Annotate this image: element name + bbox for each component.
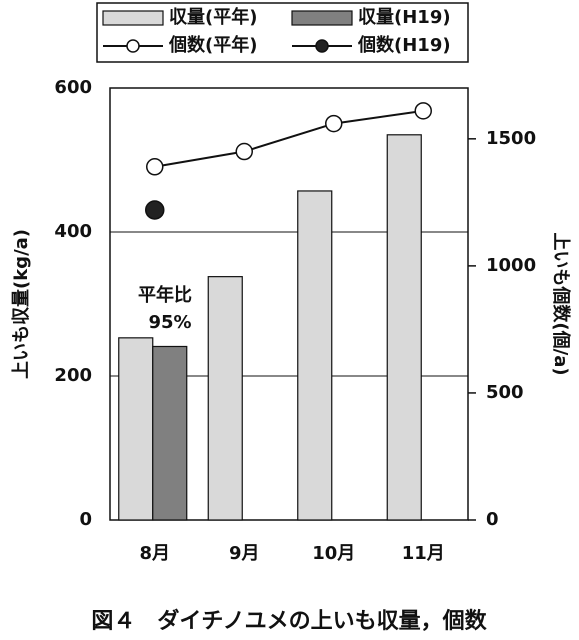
legend-marker	[126, 39, 140, 53]
bar	[207, 276, 243, 521]
y-tick-label: 200	[54, 365, 92, 386]
x-tick-label: 10月	[312, 543, 355, 564]
y-tick-label: 400	[54, 221, 92, 242]
marker	[235, 142, 253, 161]
y-tick-label: 600	[54, 77, 92, 98]
bar	[386, 134, 422, 521]
annotation: 平年比	[138, 284, 192, 306]
y2-tick-label: 1500	[486, 128, 536, 149]
x-tick-label: 9月	[229, 543, 260, 564]
bar	[152, 345, 188, 521]
y-tick-label: 0	[79, 509, 92, 530]
marker	[145, 200, 165, 220]
y-axis-label: 上いも収量(kg/a)	[10, 229, 32, 379]
y2-tick-label: 500	[486, 382, 524, 403]
legend-label: 個数(平年)	[168, 34, 257, 56]
x-tick-label: 11月	[402, 543, 445, 564]
legend-swatch	[102, 10, 164, 26]
legend-label: 収量(H19)	[358, 6, 451, 28]
legend-marker	[315, 39, 329, 53]
x-tick-label: 8月	[139, 543, 170, 564]
marker	[146, 158, 164, 176]
marker	[414, 102, 432, 120]
annotation: 95%	[148, 312, 191, 333]
y2-tick-label: 0	[486, 509, 499, 530]
caption: 図４ ダイチノユメの上いも収量，個数	[91, 608, 487, 634]
legend-label: 個数(H19)	[357, 34, 451, 56]
legend-label: 収量(平年)	[169, 6, 257, 28]
legend-swatch	[291, 10, 353, 26]
y2-tick-label: 1000	[486, 255, 536, 276]
bar	[118, 337, 154, 521]
line	[154, 109, 424, 168]
marker	[325, 114, 343, 133]
y2-axis-label: 上いも個数(個/a)	[550, 232, 572, 375]
bar	[297, 190, 333, 521]
plot-frame	[109, 87, 469, 521]
legend-box	[96, 2, 469, 63]
